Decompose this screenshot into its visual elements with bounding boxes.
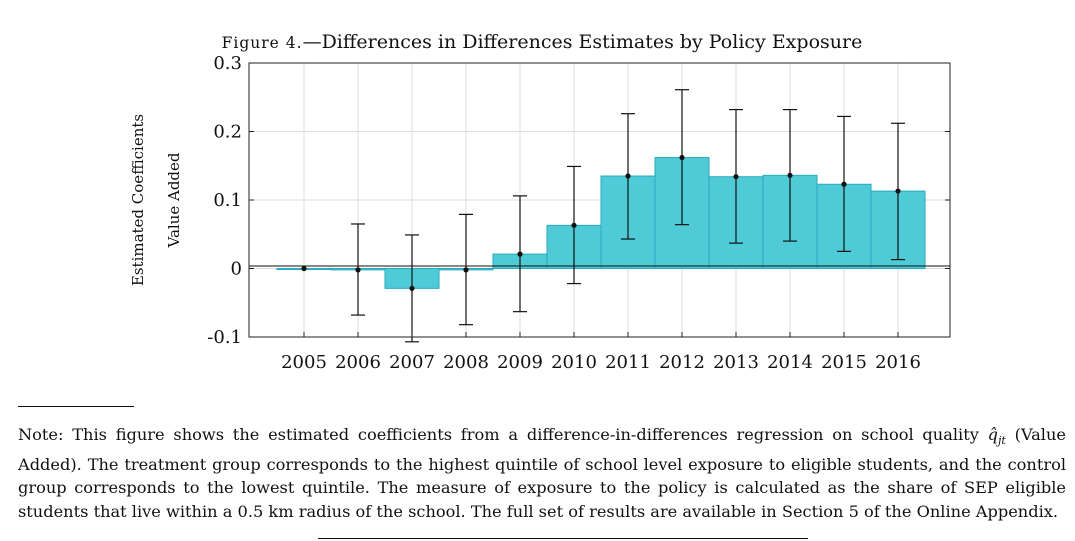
chart: Figure 4.—Differences in Differences Est… — [129, 31, 951, 373]
point-estimate-2006 — [355, 267, 361, 273]
y-tick-label: 0.2 — [213, 122, 242, 143]
point-estimate-2012 — [679, 154, 685, 161]
x-tick-label-2006: 2006 — [335, 352, 381, 373]
point-estimate-2008 — [463, 267, 469, 273]
x-tick-label-2012: 2012 — [659, 352, 705, 373]
y-axis-label-outer: Estimated Coefficients — [129, 114, 147, 286]
figure-title-text: —Differences in Differences Estimates by… — [303, 31, 863, 53]
x-tick-label-2007: 2007 — [389, 352, 435, 373]
y-tick-label: 0 — [231, 259, 242, 280]
point-estimate-2005 — [301, 265, 307, 272]
point-estimate-2015 — [841, 181, 847, 187]
q-subscript: jt — [998, 434, 1006, 448]
note-part-1: Note: This figure shows the estimated co… — [18, 425, 979, 444]
note-part-2: (Value Added). The treatment group corre… — [18, 425, 1066, 521]
point-estimate-2009 — [517, 251, 523, 257]
figure-note: Note: This figure shows the estimated co… — [18, 423, 1066, 523]
x-tick-label-2016: 2016 — [875, 352, 921, 373]
x-tick-label-2015: 2015 — [821, 352, 867, 373]
error-bars — [301, 89, 905, 343]
point-estimate-2010 — [571, 222, 577, 228]
x-tick-label-2009: 2009 — [497, 352, 543, 373]
y-axis-label-inner: Value Added — [165, 152, 183, 248]
x-tick-label-2010: 2010 — [551, 352, 597, 373]
point-estimate-2011 — [625, 173, 631, 179]
bottom-rule — [318, 538, 808, 539]
x-tick-label-2005: 2005 — [281, 352, 327, 373]
x-tick-label-2008: 2008 — [443, 352, 489, 373]
y-tick-label: -0.1 — [207, 327, 242, 348]
x-tick-label-2013: 2013 — [713, 352, 759, 373]
figure-title: Figure 4.—Differences in Differences Est… — [222, 31, 863, 53]
x-tick-label-2014: 2014 — [767, 352, 813, 373]
y-tick-label: 0.3 — [213, 53, 242, 74]
y-tick-label: 0.1 — [213, 190, 242, 211]
x-axis-ticks: 2005 2006 2007 2008 2009 2010 2011 2012 2013 2014… — [281, 332, 921, 373]
point-estimate-2016 — [895, 188, 901, 194]
figure-number: Figure 4. — [222, 34, 303, 52]
x-tick-label-2011: 2011 — [605, 352, 651, 373]
point-estimate-2007 — [409, 285, 415, 291]
point-estimate-2014 — [787, 172, 793, 178]
footnote-rule — [18, 406, 134, 407]
q-hat-symbol: q̂ — [987, 425, 999, 444]
point-estimate-2013 — [733, 174, 739, 180]
y-axis-ticks: 0.3 0.2 0.1 0 -0.1 — [207, 53, 950, 348]
